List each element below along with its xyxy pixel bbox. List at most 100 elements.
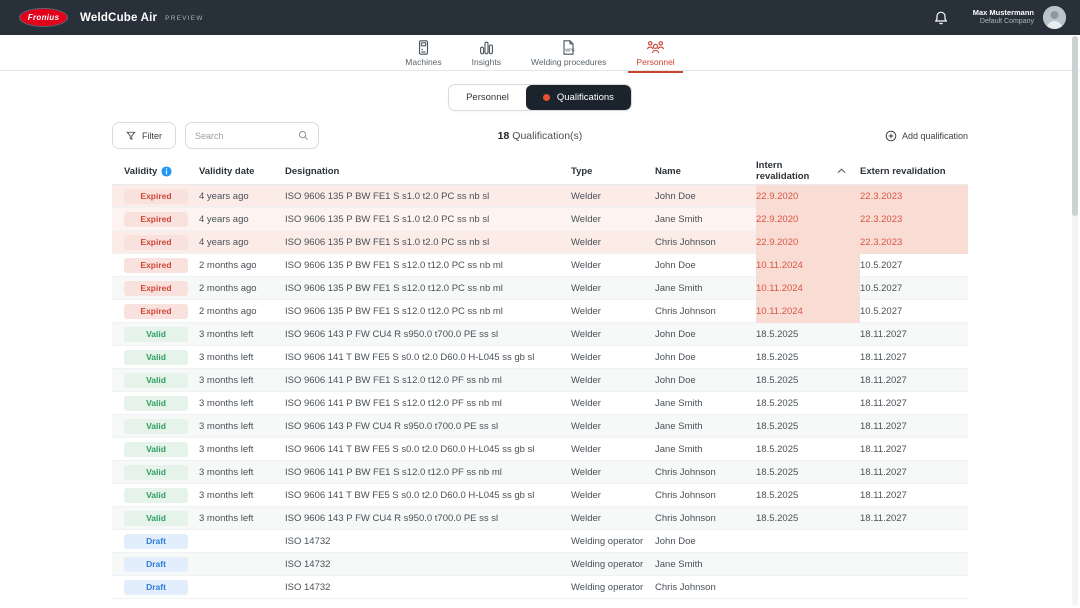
table-row[interactable]: Draft ISO 14732 Welding operator Jane Smith [112,553,968,576]
table-row[interactable]: Expired 4 years ago ISO 9606 135 P BW FE1 … [112,208,968,231]
scrollbar-thumb[interactable] [1072,36,1078,216]
table-row[interactable]: Draft ISO 14732 Welding operator Chris John… [112,576,968,599]
info-icon[interactable] [161,165,172,177]
column-header-name[interactable]: Name [655,165,681,177]
toggle-option-personnel[interactable]: Personnel [449,85,526,110]
table-row[interactable]: Expired 2 months ago ISO 9606 135 P BW FE1… [112,277,968,300]
table-body: Expired 4 years ago ISO 9606 135 P BW FE1 … [112,185,968,599]
extern-revalidation-cell: 18.11.2027 [860,421,907,432]
type-cell: Welder [571,191,601,202]
status-badge: Valid [124,487,188,504]
filter-button[interactable]: Filter [112,122,176,149]
sort-asc-icon[interactable] [837,168,846,174]
machine-icon [415,39,432,56]
column-header-intern-revalidation[interactable]: Intern revalidation [756,160,860,182]
column-header-designation[interactable]: Designation [285,165,340,177]
type-cell: Welder [571,306,601,317]
extern-revalidation-cell: 18.11.2027 [860,375,907,386]
extern-revalidation-cell: 10.5.2027 [860,283,903,294]
extern-revalidation-cell: 10.5.2027 [860,306,903,317]
validity-date-cell: 4 years ago [199,237,249,248]
designation-cell: ISO 9606 141 T BW FE5 S s0.0 t2.0 D60.0 … [285,444,535,455]
intern-revalidation-cell: 22.9.2020 [756,231,860,254]
nav-tab-personnel[interactable]: Personnel [628,39,684,73]
name-cell: Jane Smith [655,214,703,225]
extern-revalidation-cell: 22.3.2023 [860,185,968,208]
table-row[interactable]: Valid 3 months left ISO 9606 143 P FW CU4 … [112,323,968,346]
validity-date-cell: 4 years ago [199,214,249,225]
table-row[interactable]: Valid 3 months left ISO 9606 143 P FW CU4 … [112,507,968,530]
status-badge: Expired [124,257,188,274]
column-header-validity-date[interactable]: Validity date [199,165,255,177]
type-cell: Welder [571,283,601,294]
extern-revalidation-cell [860,530,968,553]
validity-cell: Expired [112,277,199,300]
nav-tab-welding-procedures[interactable]: WPS Welding procedures [531,39,606,71]
search-input[interactable] [195,130,298,141]
type-cell: Welder [571,490,601,501]
extern-revalidation-cell: 18.11.2027 [860,329,907,340]
toggle-label: Personnel [466,92,509,103]
nav-label: Welding procedures [530,57,607,67]
avatar[interactable] [1043,6,1066,29]
table-row[interactable]: Valid 3 months left ISO 9606 141 P BW FE1 … [112,369,968,392]
filter-label: Filter [142,130,162,141]
table-row[interactable]: Valid 3 months left ISO 9606 141 T BW FE5 … [112,438,968,461]
name-cell: Jane Smith [655,421,703,432]
add-qualification-button[interactable]: Add qualification [885,130,968,142]
validity-cell: Expired [112,254,199,277]
table-row[interactable]: Expired 2 months ago ISO 9606 135 P BW FE1… [112,300,968,323]
designation-cell: ISO 9606 143 P FW CU4 R s950.0 t700.0 PE… [285,513,499,524]
type-cell: Welding operator [571,559,644,570]
table-header-row: Validity Validity date Designation Type … [112,158,968,185]
status-badge: Expired [124,303,188,320]
add-qualification-label: Add qualification [901,130,968,141]
vertical-scrollbar[interactable] [1072,36,1078,606]
column-header-validity[interactable]: Validity [112,166,199,177]
table-row[interactable]: Expired 4 years ago ISO 9606 135 P BW FE1 … [112,231,968,254]
toggle-option-qualifications[interactable]: Qualifications [525,85,631,110]
table-row[interactable]: Expired 4 years ago ISO 9606 135 P BW FE1 … [112,185,968,208]
status-badge: Expired [124,211,188,228]
table-row[interactable]: Valid 3 months left ISO 9606 141 P BW FE1 … [112,461,968,484]
table-row[interactable]: Valid 3 months left ISO 9606 143 P FW CU4 … [112,415,968,438]
extern-revalidation-cell: 18.11.2027 [860,352,907,363]
user-block[interactable]: Max Mustermann Default Company [973,8,1034,26]
fronius-logo[interactable]: Fronius [20,9,67,26]
table-row[interactable]: Draft ISO 14732 Welding operator John Doe [112,530,968,553]
notifications-bell-icon[interactable] [933,10,949,26]
designation-cell: ISO 9606 141 P BW FE1 S s12.0 t12.0 PF s… [285,375,502,386]
validity-cell: Valid [112,461,199,484]
intern-revalidation-cell: 10.11.2024 [756,254,860,277]
type-cell: Welder [571,398,601,409]
validity-date-cell [199,553,285,576]
intern-revalidation-cell: 18.5.2025 [756,467,799,478]
validity-cell: Draft [112,530,199,553]
table-row[interactable]: Valid 3 months left ISO 9606 141 T BW FE5 … [112,346,968,369]
nav-tab-machines[interactable]: Machines [405,39,442,71]
column-header-type[interactable]: Type [571,165,593,177]
extern-revalidation-cell: 18.11.2027 [860,513,907,524]
designation-cell: ISO 9606 141 T BW FE5 S s0.0 t2.0 D60.0 … [285,490,535,501]
search-icon [298,130,309,141]
type-cell: Welder [571,467,601,478]
status-badge: Draft [124,579,188,596]
type-cell: Welder [571,329,601,340]
extern-revalidation-cell: 22.3.2023 [860,208,968,231]
designation-cell: ISO 9606 135 P BW FE1 S s1.0 t2.0 PC ss … [285,214,490,225]
column-header-extern-revalidation[interactable]: Extern revalidation [860,165,946,177]
validity-date-cell [199,576,285,599]
nav-tab-insights[interactable]: Insights [472,39,501,71]
intern-revalidation-cell: 10.11.2024 [756,277,860,300]
intern-revalidation-cell: 18.5.2025 [756,352,799,363]
table-row[interactable]: Valid 3 months left ISO 9606 141 T BW FE5 … [112,484,968,507]
intern-revalidation-cell: 18.5.2025 [756,421,799,432]
designation-cell: ISO 9606 143 P FW CU4 R s950.0 t700.0 PE… [285,421,499,432]
nav-label: Machines [405,57,442,67]
table-row[interactable]: Valid 3 months left ISO 9606 141 P BW FE1 … [112,392,968,415]
table-row[interactable]: Expired 2 months ago ISO 9606 135 P BW FE1… [112,254,968,277]
intern-revalidation-cell: 18.5.2025 [756,490,799,501]
count-number: 18 [497,129,510,142]
view-toggle-row: Personnel Qualifications [0,71,1080,111]
wps-document-icon: WPS [560,39,577,56]
